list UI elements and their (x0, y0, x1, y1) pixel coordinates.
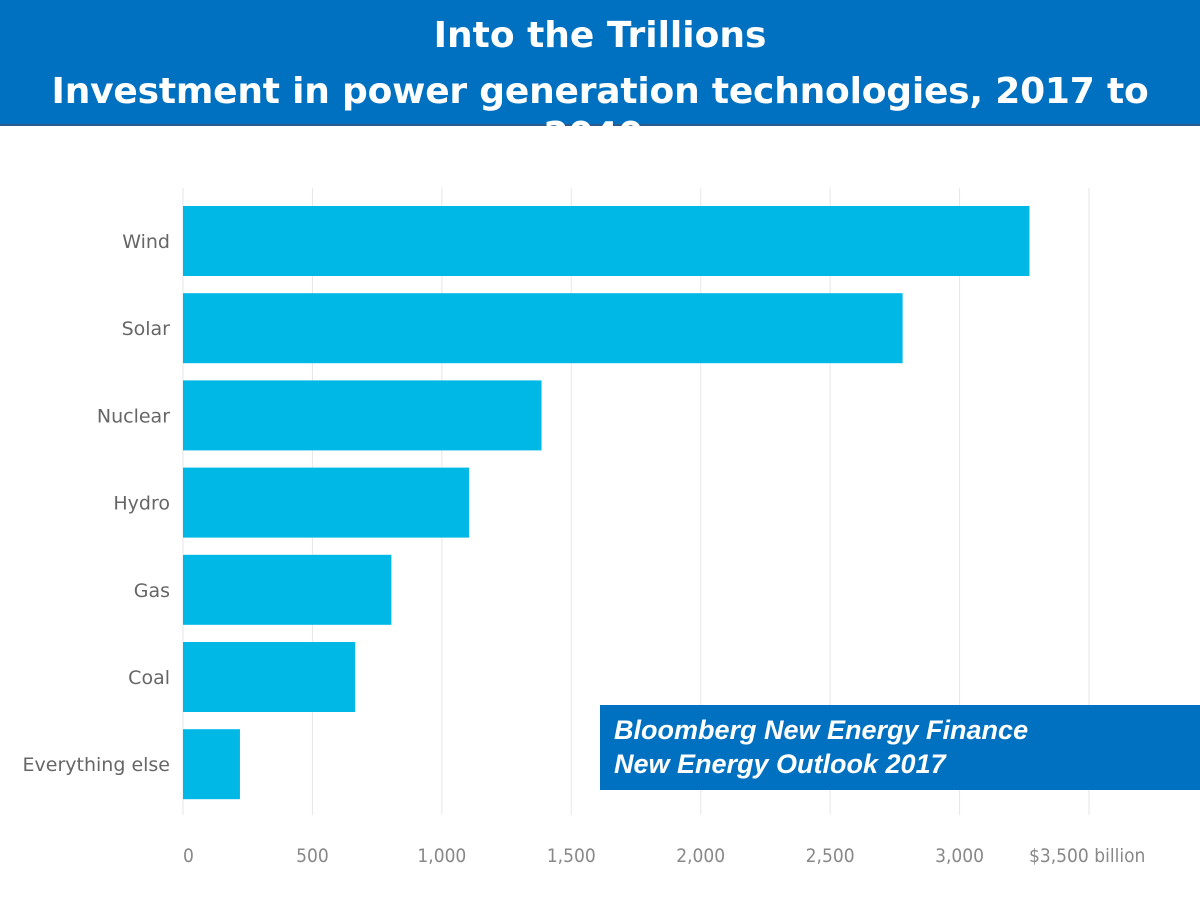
bar (183, 293, 903, 364)
source-line-2: New Energy Outlook 2017 (614, 749, 946, 779)
bar (183, 380, 542, 451)
x-tick-label: 1,500 (547, 845, 596, 867)
category-label: Coal (128, 667, 170, 689)
source-line-1: Bloomberg New Energy Finance (614, 715, 1029, 745)
bar (183, 467, 470, 538)
bars (183, 206, 1030, 800)
chart-title: Into the Trillions (433, 15, 767, 56)
bar (183, 554, 392, 625)
category-label: Nuclear (97, 405, 170, 427)
x-tick-label: 3,000 (935, 845, 984, 867)
title-banner: Into the Trillions Investment in power g… (0, 0, 1200, 156)
x-tick-label: 2,500 (806, 845, 855, 867)
x-tick-labels: 0 500 1,000 1,500 2,000 2,500 3,000 $3,500 bill… (183, 845, 1145, 867)
category-label: Solar (122, 318, 171, 340)
bar (183, 206, 1030, 276)
x-tick-label: $3,500 billion (1029, 845, 1145, 867)
chart-subtitle: Investment in power generation technolog… (51, 71, 1149, 156)
category-label: Hydro (113, 493, 170, 515)
source-box: Bloomberg New Energy Finance New Energy … (600, 705, 1200, 790)
category-label: Gas (134, 580, 170, 602)
x-tick-label: 0 (183, 845, 194, 867)
x-tick-label: 1,000 (417, 845, 466, 867)
x-tick-label: 2,000 (676, 845, 725, 867)
category-label: Everything else (23, 754, 170, 776)
category-labels: Wind Solar Nuclear Hydro Gas Coal Everything e… (23, 231, 171, 776)
x-tick-label: 500 (296, 845, 329, 867)
bar (183, 642, 356, 712)
category-label: Wind (122, 231, 170, 253)
bar (183, 729, 240, 800)
